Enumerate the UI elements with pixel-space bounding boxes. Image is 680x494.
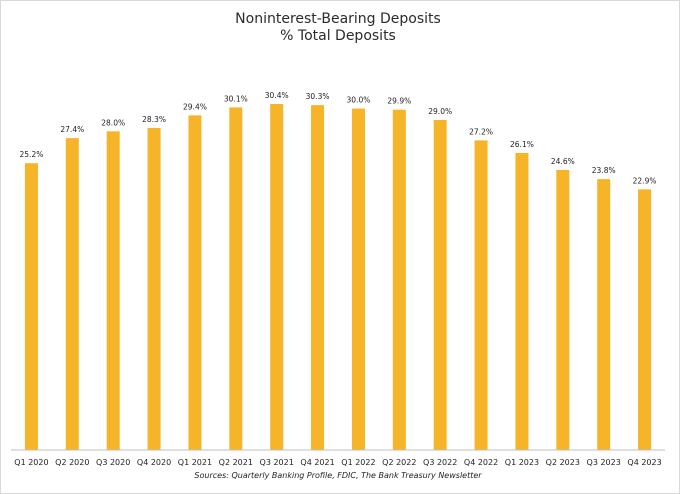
bar <box>515 152 529 450</box>
bar-value-label: 28.0% <box>101 118 125 127</box>
bar <box>556 170 570 450</box>
bar-value-label: 24.6% <box>551 157 575 166</box>
x-tick-label: Q3 2021 <box>260 458 294 467</box>
chart-title: Noninterest-Bearing Deposits <box>235 11 441 27</box>
bar-value-label: 30.4% <box>265 91 289 100</box>
bar <box>638 189 652 451</box>
bar-value-label: 28.3% <box>142 115 166 124</box>
x-tick-label: Q4 2020 <box>137 458 171 467</box>
x-tick-label: Q1 2022 <box>341 458 375 467</box>
x-tick-label: Q1 2020 <box>14 458 48 467</box>
x-tick-label: Q3 2023 <box>587 458 621 467</box>
bar <box>65 138 79 450</box>
x-tick-label: Q2 2020 <box>55 458 89 467</box>
x-tick-label: Q2 2022 <box>382 458 416 467</box>
bar <box>597 179 611 450</box>
x-tick-label: Q3 2022 <box>423 458 457 467</box>
bar <box>270 104 284 450</box>
chart-subtitle: % Total Deposits <box>280 28 396 44</box>
bar <box>392 109 406 450</box>
x-tick-label: Q4 2021 <box>300 458 334 467</box>
bars-group <box>24 104 652 451</box>
bar <box>311 105 325 450</box>
bar-value-label: 30.3% <box>306 92 330 101</box>
bar-value-label: 30.0% <box>347 96 371 105</box>
bar <box>188 115 202 450</box>
bar-value-label: 27.4% <box>60 125 84 134</box>
bar-value-label: 25.2% <box>20 150 44 159</box>
bar-value-label: 30.1% <box>224 94 248 103</box>
bar-value-label: 29.0% <box>428 107 452 116</box>
x-tick-label: Q1 2023 <box>505 458 539 467</box>
x-tick-label: Q2 2023 <box>546 458 580 467</box>
x-tick-labels-group: Q1 2020 Q2 2020 Q3 2020 Q4 2020 Q1 2021 Q2 20… <box>14 458 661 467</box>
bar <box>474 140 488 451</box>
x-tick-label: Q4 2023 <box>627 458 661 467</box>
x-tick-label: Q4 2022 <box>464 458 498 467</box>
bar-value-label: 29.4% <box>183 102 207 111</box>
bar-value-label: 23.8% <box>592 166 616 175</box>
x-tick-label: Q1 2021 <box>178 458 212 467</box>
bar <box>229 107 243 450</box>
x-tick-label: Q2 2021 <box>219 458 253 467</box>
bar-value-label: 26.1% <box>510 140 534 149</box>
bar <box>351 108 365 451</box>
bar <box>147 127 161 451</box>
bar-value-label: 27.2% <box>469 127 493 136</box>
source-note: Sources: Quarterly Banking Profile, FDIC… <box>194 471 482 480</box>
bar <box>24 163 38 450</box>
bar-value-label: 29.9% <box>387 97 411 106</box>
value-labels-group: 25.2% 27.4% 28.0% 28.3% 29.4% 30.1% 30.4% 30.3%… <box>20 91 657 185</box>
bar <box>106 131 120 450</box>
bar-value-label: 22.9% <box>633 176 657 185</box>
x-tick-label: Q3 2020 <box>96 458 130 467</box>
bar <box>433 119 447 451</box>
